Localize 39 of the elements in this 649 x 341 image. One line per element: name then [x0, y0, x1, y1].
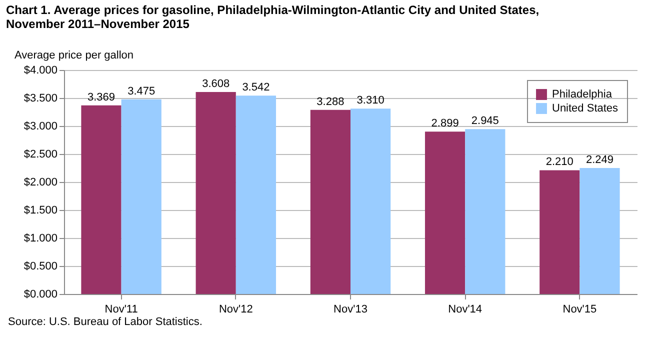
- y-axis-title: Average price per gallon: [14, 50, 134, 62]
- y-tick-label: $4.000: [24, 64, 58, 76]
- bar: [310, 110, 350, 294]
- x-tick-label: Nov'12: [218, 304, 253, 316]
- x-tick-label: Nov'11: [104, 304, 138, 316]
- data-label: 3.369: [87, 91, 116, 104]
- y-tick-label: $0.000: [24, 288, 58, 300]
- bar: [580, 168, 620, 294]
- y-tick-label: $3.500: [24, 92, 58, 104]
- x-tick-label: Nov'15: [562, 304, 597, 316]
- data-label: 2.210: [546, 156, 574, 168]
- x-tick-label: Nov'13: [334, 304, 368, 316]
- bar: [350, 108, 391, 294]
- x-tick-label: Nov'14: [448, 304, 482, 316]
- data-label: 2.899: [431, 118, 459, 130]
- y-tick-label: $2.000: [24, 176, 58, 188]
- y-tick-label: $1.500: [24, 204, 58, 216]
- chart-title: Chart 1. Average prices for gasoline, Philadelphia-Wilmington-Atlantic City and United States, November 2011–November 2015: [6, 3, 540, 31]
- bar: [424, 132, 466, 294]
- legend-label: United States: [552, 102, 619, 114]
- data-label: 3.288: [316, 96, 344, 108]
- bar: [236, 96, 276, 294]
- data-label: 2.249: [586, 154, 614, 166]
- y-tick-label: $0.500: [24, 260, 58, 272]
- bar: [540, 170, 580, 294]
- bar: [465, 129, 506, 294]
- data-label: 3.542: [242, 82, 270, 94]
- y-tick-label: $3.000: [24, 120, 58, 132]
- data-label: 3.475: [128, 85, 156, 98]
- data-label: 3.608: [202, 78, 230, 90]
- y-tick-label: $1.000: [24, 232, 58, 244]
- legend-label: Philadelphia: [552, 88, 613, 100]
- data-label: 2.945: [471, 115, 499, 128]
- bar: [121, 99, 162, 294]
- data-label: 3.310: [356, 94, 384, 107]
- bar: [196, 92, 236, 294]
- y-tick-label: $2.500: [24, 148, 58, 160]
- bar: [81, 105, 122, 294]
- source-note: Source: U.S. Bureau of Labor Statistics.: [7, 316, 204, 328]
